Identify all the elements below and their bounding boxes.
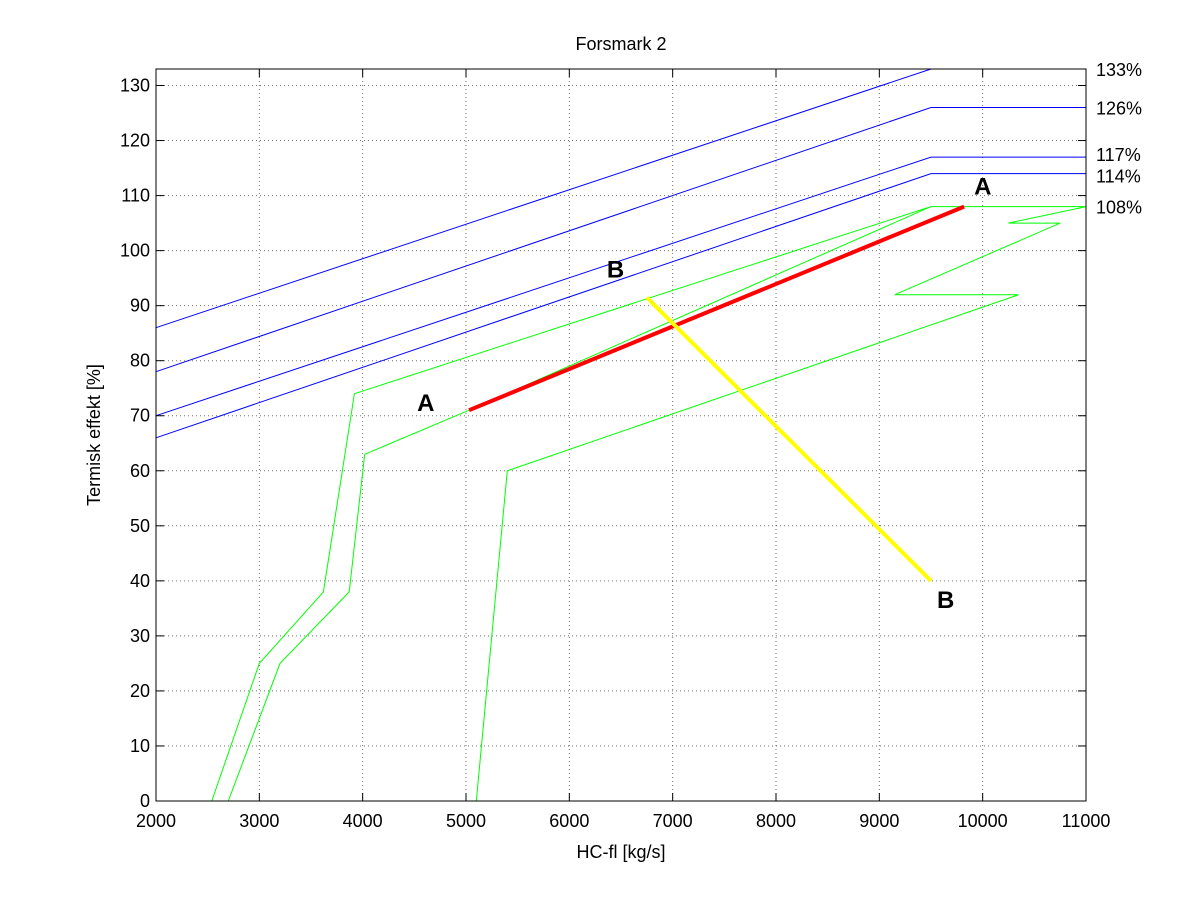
marker-a-start: A: [417, 390, 434, 417]
y-tick-label: 0: [140, 791, 150, 811]
x-tick-label: 2000: [136, 811, 176, 831]
y-tick-label: 60: [130, 461, 150, 481]
y-tick-label: 70: [130, 406, 150, 426]
y-tick-label: 90: [130, 296, 150, 316]
y-tick-label: 40: [130, 571, 150, 591]
limit-line: [155, 107, 1086, 373]
plot-frame: [155, 68, 1087, 802]
limit-label: 114%: [1096, 167, 1141, 187]
y-tick-label: 50: [130, 516, 150, 536]
y-tick-label: 80: [130, 351, 150, 371]
plot-series: [155, 68, 1087, 802]
y-tick-label: 130: [120, 76, 150, 96]
x-tick-label: 4000: [343, 811, 383, 831]
y-tick-label: 120: [120, 131, 150, 151]
x-tick-label: 11000: [1062, 811, 1111, 831]
chart-title: Forsmark 2: [575, 34, 666, 54]
limit-label: 117%: [1096, 145, 1141, 165]
limit-label: 108%: [1096, 198, 1142, 218]
annotations: 133% 126% 117%114% 108% A A B B: [417, 60, 1142, 614]
x-tick-label: 8000: [756, 811, 796, 831]
operating-region-line: [211, 206, 1087, 802]
y-tick-label: 30: [130, 626, 150, 646]
line-a-a: [468, 204, 965, 413]
grid: [156, 69, 1086, 801]
x-tick-label: 5000: [446, 811, 486, 831]
limit-label: 133%: [1096, 60, 1142, 80]
limit-line: [155, 156, 1086, 417]
marker-b-end: B: [937, 587, 954, 614]
limit-line: [155, 173, 1086, 439]
y-tick-label: 110: [121, 186, 150, 206]
marker-b-start: B: [607, 256, 624, 283]
axis-ticks: 2000 3000 4000 5000 6000 7000 8000 9000 10000 110…: [120, 69, 1110, 831]
y-tick-label: 100: [120, 241, 150, 261]
x-tick-label: 10000: [958, 811, 1008, 831]
limit-label: 126%: [1096, 99, 1142, 119]
x-tick-label: 3000: [239, 811, 279, 831]
x-axis-label: HC-fl [kg/s]: [576, 842, 665, 862]
y-tick-label: 20: [130, 681, 150, 701]
marker-a-end: A: [974, 174, 991, 201]
x-tick-label: 7000: [653, 811, 693, 831]
x-tick-label: 9000: [859, 811, 899, 831]
line-b-b: [645, 295, 933, 583]
operating-region-line: [227, 206, 932, 802]
y-axis-label: Termisk effekt [%]: [84, 364, 104, 506]
x-tick-label: 6000: [549, 811, 589, 831]
y-tick-label: 10: [130, 736, 150, 756]
